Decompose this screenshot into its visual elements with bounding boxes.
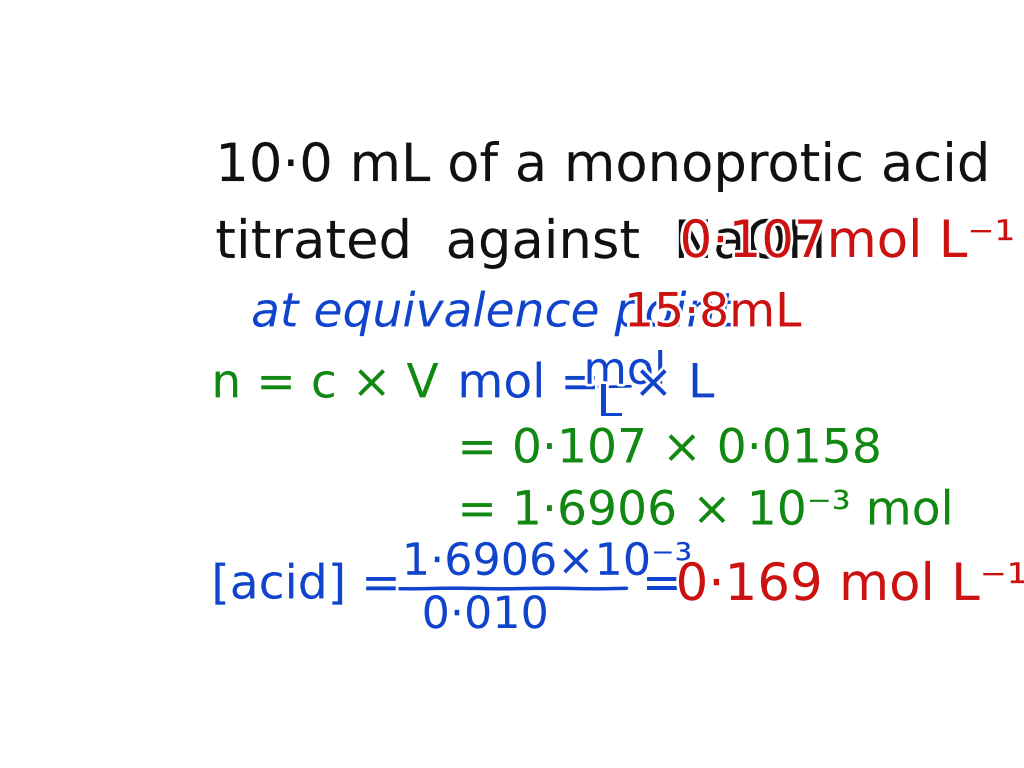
Text: 15·8mL: 15·8mL	[624, 291, 802, 336]
Text: =: =	[642, 564, 682, 608]
Text: 10·0 mL of a monoprotic acid: 10·0 mL of a monoprotic acid	[215, 140, 989, 192]
Text: = 1·6906 × 10⁻³ mol: = 1·6906 × 10⁻³ mol	[458, 489, 953, 535]
Text: 0·169 mol L⁻¹: 0·169 mol L⁻¹	[676, 561, 1024, 611]
Text: 0·010: 0·010	[422, 594, 549, 637]
Text: at equivalence point: at equivalence point	[251, 291, 735, 336]
Text: n = c × V: n = c × V	[211, 362, 439, 407]
Text: × L: × L	[634, 362, 715, 407]
Text: [acid] =: [acid] =	[211, 564, 400, 608]
Text: 1·6906×10⁻³: 1·6906×10⁻³	[401, 541, 692, 584]
Text: titrated  against  NaOH: titrated against NaOH	[215, 217, 825, 269]
Text: L: L	[597, 382, 622, 425]
Text: = 0·107 × 0·0158: = 0·107 × 0·0158	[458, 428, 882, 472]
Text: mol: mol	[584, 349, 667, 392]
Text: 0·107mol L⁻¹: 0·107mol L⁻¹	[680, 218, 1015, 268]
Text: mol =: mol =	[458, 362, 600, 407]
